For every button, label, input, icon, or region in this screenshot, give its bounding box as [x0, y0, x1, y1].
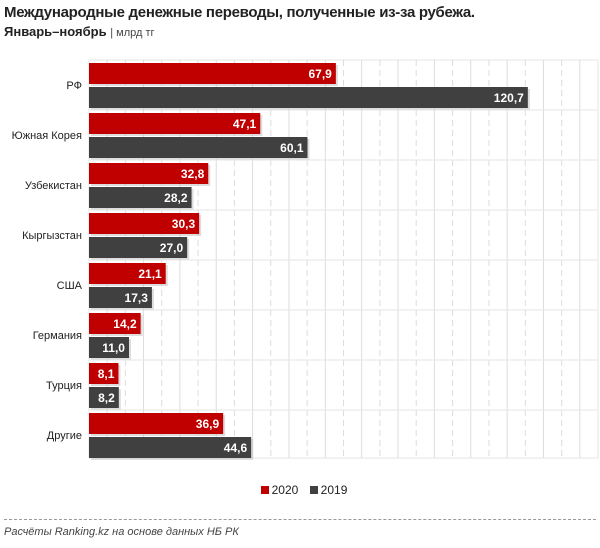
unit-label: млрд тг — [116, 27, 155, 39]
bar-2019 — [89, 287, 152, 308]
bar-2019 — [89, 87, 528, 108]
bar-2019 — [89, 387, 119, 408]
data-label-2020: 47,1 — [233, 117, 257, 131]
data-label-2020: 30,3 — [172, 217, 196, 231]
category-label: Германия — [33, 330, 82, 342]
category-label: Другие — [47, 430, 82, 442]
data-label-2020: 21,1 — [138, 267, 162, 281]
data-label-2020: 32,8 — [181, 167, 205, 181]
data-label-2019: 44,6 — [224, 441, 248, 455]
bar-2019 — [89, 237, 188, 258]
category-label: Турция — [46, 380, 82, 392]
bar-2020 — [89, 163, 209, 184]
bar-2020 — [89, 313, 141, 334]
bar-2020 — [89, 363, 119, 384]
data-label-2019: 11,0 — [102, 341, 125, 355]
category-label: Узбекистан — [25, 180, 82, 192]
data-label-2019: 28,2 — [164, 191, 188, 205]
category-label: Южная Корея — [12, 130, 82, 142]
legend-label-2019: 2019 — [320, 483, 348, 497]
bar-2019 — [89, 137, 308, 158]
bar-2019 — [89, 337, 129, 358]
data-label-2020: 36,9 — [196, 417, 220, 431]
divider — [4, 519, 596, 520]
bar-2020 — [89, 413, 224, 434]
data-label-2020: 8,1 — [98, 367, 115, 381]
category-label: США — [57, 280, 83, 292]
bar-2019 — [89, 187, 192, 208]
bar-2020 — [89, 113, 261, 134]
bar-2020 — [89, 63, 336, 84]
data-label-2019: 27,0 — [160, 241, 184, 255]
plot-area: РФ 67,9 120,7 Южная Корея 47,1 60,1 Узбекистан… — [12, 59, 599, 460]
legend: 2020 2019 — [0, 483, 600, 497]
data-label-2019: 8,2 — [98, 391, 115, 405]
bar-2020 — [89, 263, 166, 284]
legend-swatch-2019 — [309, 486, 318, 494]
legend-swatch-2020 — [260, 486, 269, 494]
data-label-2019: 120,7 — [494, 91, 524, 105]
bar-2019 — [89, 437, 252, 458]
data-label-2020: 67,9 — [309, 67, 333, 81]
data-label-2020: 14,2 — [113, 317, 137, 331]
subtitle-period: Январь–ноябрь — [4, 24, 107, 39]
legend-label-2020: 2020 — [271, 483, 299, 497]
chart-title: Международные денежные переводы, получен… — [4, 4, 475, 21]
bar-2020 — [89, 213, 200, 234]
category-label: РФ — [66, 80, 82, 92]
data-label-2019: 60,1 — [280, 141, 304, 155]
source-note: Расчёты Ranking.kz на основе данных НБ Р… — [4, 526, 239, 538]
category-label: Кыргызстан — [22, 230, 82, 242]
data-label-2019: 17,3 — [125, 291, 149, 305]
chart-subtitle: Январь–ноябрь | млрд тг — [4, 24, 155, 39]
